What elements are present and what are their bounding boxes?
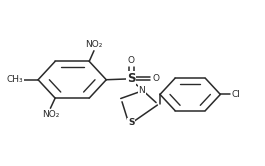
Text: NO₂: NO₂: [42, 110, 59, 119]
Text: O: O: [128, 56, 135, 65]
Text: CH₃: CH₃: [7, 75, 23, 84]
Text: Cl: Cl: [232, 90, 241, 99]
Text: NO₂: NO₂: [85, 40, 103, 49]
Text: N: N: [138, 86, 145, 95]
Text: O: O: [153, 74, 160, 83]
Text: S: S: [128, 119, 134, 127]
Text: S: S: [127, 72, 135, 85]
